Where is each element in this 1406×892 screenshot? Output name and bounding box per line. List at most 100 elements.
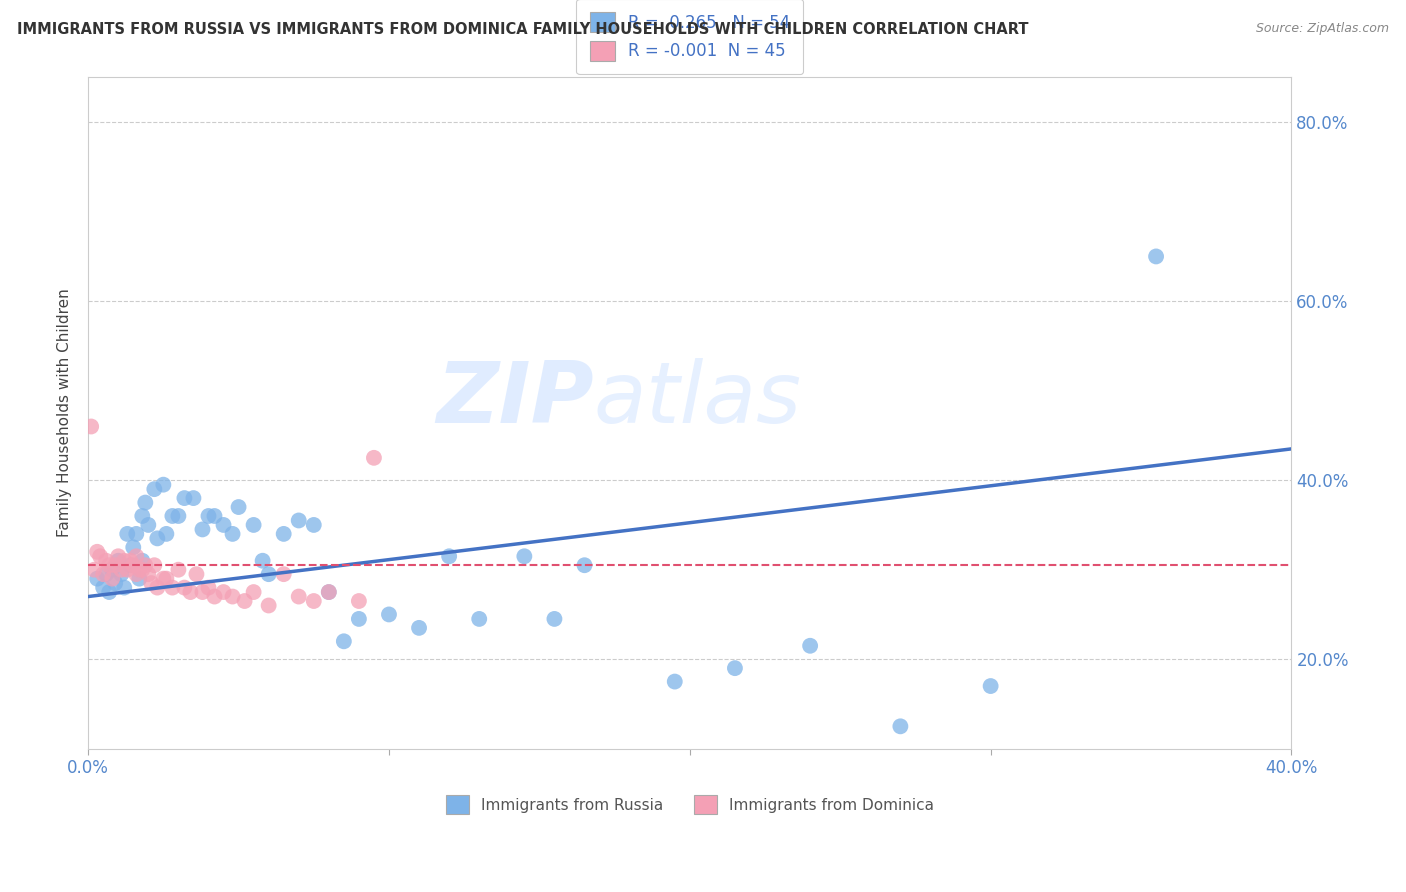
Point bbox=[212, 518, 235, 533]
Point bbox=[543, 612, 565, 626]
Legend: Immigrants from Russia, Immigrants from Dominica: Immigrants from Russia, Immigrants from … bbox=[439, 788, 942, 822]
Point bbox=[96, 554, 118, 568]
Point bbox=[128, 563, 150, 577]
Point bbox=[131, 563, 153, 577]
Point bbox=[242, 585, 264, 599]
Point bbox=[101, 563, 124, 577]
Point bbox=[83, 563, 105, 577]
Point bbox=[221, 590, 243, 604]
Point bbox=[1144, 249, 1167, 263]
Point bbox=[125, 549, 148, 564]
Point bbox=[101, 572, 124, 586]
Point bbox=[318, 585, 340, 599]
Point bbox=[131, 554, 153, 568]
Point bbox=[347, 612, 370, 626]
Point bbox=[197, 508, 219, 523]
Point bbox=[363, 450, 385, 465]
Point bbox=[143, 558, 166, 573]
Point bbox=[273, 527, 295, 541]
Point bbox=[204, 508, 226, 523]
Point bbox=[408, 621, 430, 635]
Point bbox=[889, 719, 911, 733]
Point bbox=[437, 549, 460, 564]
Point bbox=[197, 581, 219, 595]
Point bbox=[146, 581, 169, 595]
Point bbox=[257, 599, 280, 613]
Point bbox=[513, 549, 536, 564]
Point bbox=[136, 567, 159, 582]
Point bbox=[287, 513, 309, 527]
Point bbox=[724, 661, 747, 675]
Point bbox=[107, 549, 129, 564]
Point bbox=[162, 581, 184, 595]
Point bbox=[155, 527, 177, 541]
Point bbox=[117, 563, 139, 577]
Point bbox=[125, 527, 148, 541]
Point bbox=[112, 554, 135, 568]
Point bbox=[136, 518, 159, 533]
Point bbox=[98, 558, 121, 573]
Point bbox=[318, 585, 340, 599]
Point bbox=[179, 585, 201, 599]
Text: ZIP: ZIP bbox=[436, 359, 593, 442]
Point bbox=[252, 554, 274, 568]
Point bbox=[134, 495, 156, 509]
Point bbox=[333, 634, 356, 648]
Point bbox=[162, 508, 184, 523]
Point bbox=[128, 572, 150, 586]
Point bbox=[221, 527, 243, 541]
Point bbox=[141, 576, 163, 591]
Point bbox=[191, 523, 214, 537]
Point bbox=[242, 518, 264, 533]
Point bbox=[191, 585, 214, 599]
Point bbox=[155, 572, 177, 586]
Point bbox=[131, 508, 153, 523]
Point bbox=[257, 567, 280, 582]
Point bbox=[104, 576, 127, 591]
Point bbox=[110, 563, 132, 577]
Text: IMMIGRANTS FROM RUSSIA VS IMMIGRANTS FROM DOMINICA FAMILY HOUSEHOLDS WITH CHILDR: IMMIGRANTS FROM RUSSIA VS IMMIGRANTS FRO… bbox=[17, 22, 1028, 37]
Point bbox=[212, 585, 235, 599]
Point bbox=[80, 419, 103, 434]
Point bbox=[173, 491, 195, 505]
Point bbox=[302, 518, 325, 533]
Point bbox=[91, 567, 114, 582]
Point bbox=[574, 558, 596, 573]
Point bbox=[134, 558, 156, 573]
Point bbox=[152, 477, 174, 491]
Point bbox=[167, 563, 190, 577]
Point bbox=[86, 545, 108, 559]
Point bbox=[287, 590, 309, 604]
Point bbox=[273, 567, 295, 582]
Point bbox=[91, 581, 114, 595]
Point bbox=[799, 639, 821, 653]
Point bbox=[980, 679, 1002, 693]
Point bbox=[104, 558, 127, 573]
Point bbox=[89, 549, 111, 564]
Point bbox=[96, 567, 118, 582]
Point bbox=[302, 594, 325, 608]
Point bbox=[112, 581, 135, 595]
Point bbox=[107, 554, 129, 568]
Point bbox=[228, 500, 250, 514]
Point bbox=[86, 572, 108, 586]
Point bbox=[143, 482, 166, 496]
Point bbox=[186, 567, 208, 582]
Text: atlas: atlas bbox=[593, 359, 801, 442]
Point bbox=[98, 585, 121, 599]
Point bbox=[117, 527, 139, 541]
Point bbox=[125, 567, 148, 582]
Point bbox=[110, 567, 132, 582]
Point bbox=[468, 612, 491, 626]
Point bbox=[233, 594, 256, 608]
Point bbox=[347, 594, 370, 608]
Point bbox=[146, 532, 169, 546]
Y-axis label: Family Households with Children: Family Households with Children bbox=[58, 289, 72, 538]
Point bbox=[167, 508, 190, 523]
Point bbox=[152, 572, 174, 586]
Point bbox=[204, 590, 226, 604]
Point bbox=[120, 554, 142, 568]
Point bbox=[122, 541, 145, 555]
Point bbox=[664, 674, 686, 689]
Point bbox=[173, 581, 195, 595]
